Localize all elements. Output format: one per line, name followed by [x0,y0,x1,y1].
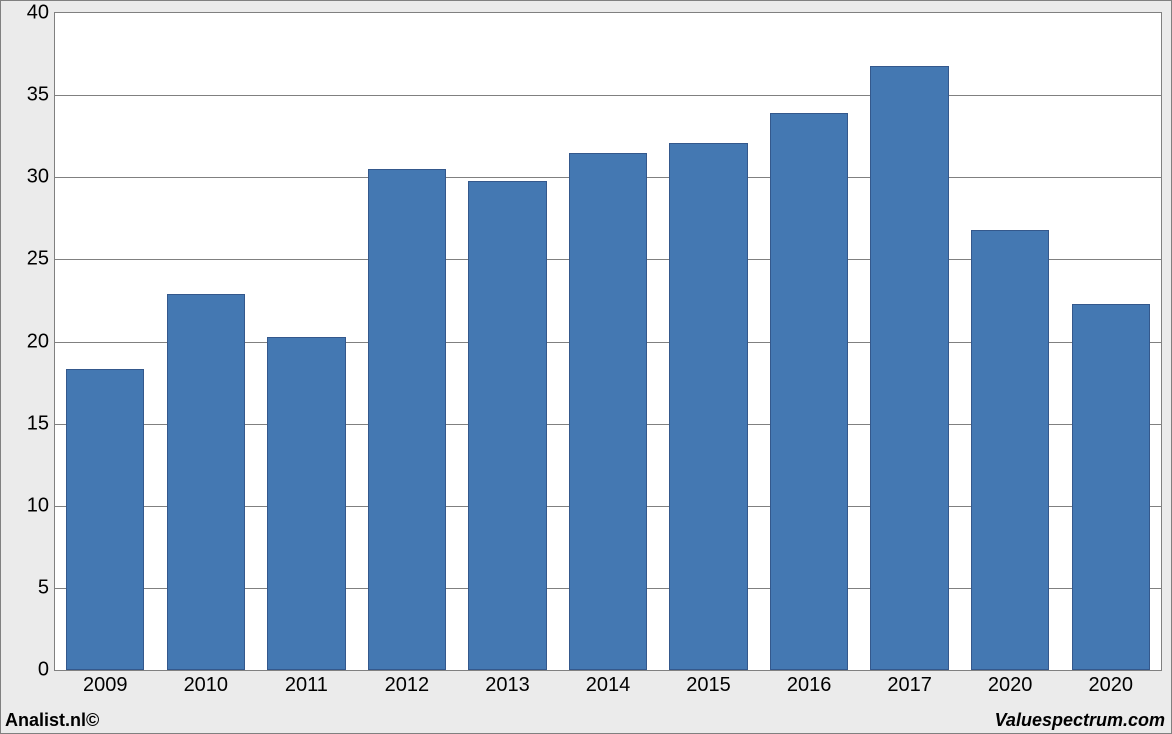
footer-right-credit: Valuespectrum.com [995,710,1165,731]
bar [468,181,546,670]
bar [971,230,1049,670]
bar [870,66,948,670]
y-tick-label: 25 [27,248,55,271]
x-tick-label: 2010 [184,670,229,697]
bar [267,337,345,670]
plot-area: 0510152025303540200920102011201220132014… [54,12,1162,671]
bar [669,143,747,670]
chart-container: 0 5 10 15 20 25 30 35 40 2009 2010 2011 2012 2013 2014… [0,0,1172,734]
x-tick-label: 2017 [887,670,932,697]
y-tick-label: 40 [27,2,55,25]
y-tick-label: 35 [27,84,55,107]
x-tick-label: 2020 [988,670,1033,697]
bar [1072,304,1150,670]
plot-wrap: 0510152025303540200920102011201220132014… [8,8,1164,703]
bar [770,113,848,670]
bar [167,294,245,670]
footer-left-credit: Analist.nl© [5,710,99,731]
x-tick-label: 2012 [385,670,430,697]
y-tick-label: 20 [27,330,55,353]
y-tick-label: 10 [27,494,55,517]
x-tick-label: 2014 [586,670,631,697]
x-tick-label: 2009 [83,670,128,697]
bar [368,169,446,670]
y-tick-label: 15 [27,412,55,435]
gridline-y [55,95,1161,96]
x-tick-label: 2016 [787,670,832,697]
y-tick-label: 30 [27,166,55,189]
bar [66,369,144,670]
y-tick-label: 5 [38,576,55,599]
x-tick-label: 2020 [1088,670,1133,697]
x-tick-label: 2013 [485,670,530,697]
y-tick-label: 0 [38,659,55,682]
bar [569,153,647,670]
x-tick-label: 2015 [686,670,731,697]
x-tick-label: 2011 [285,670,328,697]
